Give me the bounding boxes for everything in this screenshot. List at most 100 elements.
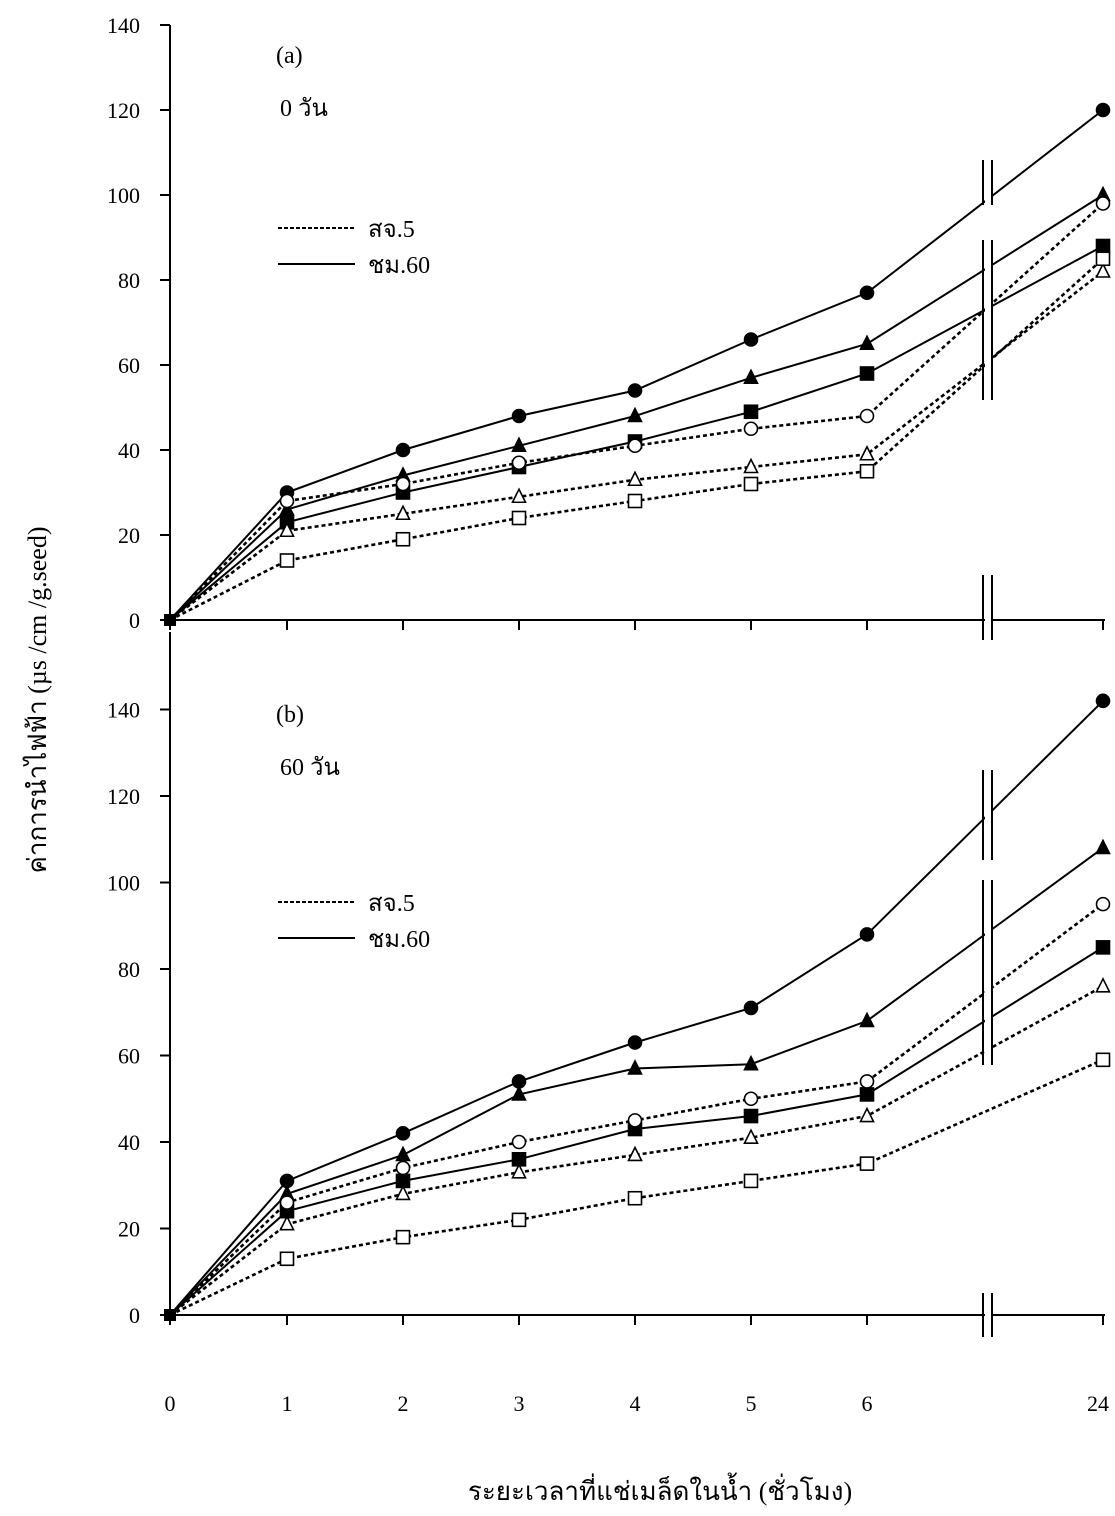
y-tick-label: 140 — [107, 13, 140, 38]
data-point — [1095, 251, 1111, 267]
data-point — [511, 1212, 527, 1228]
data-point — [395, 442, 411, 458]
break-gap — [985, 880, 991, 1065]
y-tick-label: 0 — [129, 608, 140, 633]
data-point — [1095, 196, 1111, 211]
data-point — [511, 1162, 527, 1179]
data-point — [859, 285, 875, 301]
x-tick-label: 24 — [1087, 1391, 1109, 1416]
data-point — [1095, 838, 1111, 855]
series-line — [169, 194, 1104, 621]
data-point — [395, 531, 411, 547]
data-point — [1095, 238, 1111, 254]
data-point — [743, 1108, 759, 1124]
break-gap — [985, 240, 991, 400]
y-tick-label: 120 — [107, 98, 140, 123]
data-point — [743, 457, 759, 474]
data-point — [511, 487, 527, 504]
legend-label: ชม.60 — [368, 927, 430, 953]
data-point — [511, 436, 527, 453]
data-point — [859, 334, 875, 351]
data-point — [859, 366, 875, 381]
data-point — [743, 332, 759, 347]
panel-b: 0 20 40 60 80 100 120 140 (b) 60 วันสจ.5 ชม.60 — [107, 632, 1111, 1337]
panel-a: 0 20 40 60 80 100 120 140 (a) 0 วันสจ.5 ชม.60 — [107, 13, 1111, 640]
data-point — [395, 1126, 411, 1141]
x-tick-label: 5 — [746, 1391, 757, 1416]
panel-subtitle: 0 วัน — [280, 96, 328, 122]
data-point — [743, 1173, 759, 1189]
y-tick-label: 100 — [107, 871, 140, 896]
y-tick-label: 20 — [118, 523, 140, 548]
x-tick-label: 2 — [398, 1391, 409, 1416]
y-tick-label: 80 — [118, 957, 140, 982]
data-point — [627, 1035, 643, 1050]
data-point — [859, 408, 875, 424]
x-axis: 0 1 2 3 4 5 6 24 — [165, 1391, 1110, 1416]
x-axis-title: ระยะเวลาที่แช่เมล็ดในน้ำ (ชั่วโมง) — [468, 1472, 852, 1506]
data-point — [511, 408, 527, 424]
data-point — [627, 470, 643, 487]
data-point — [743, 404, 759, 420]
panel-subtitle: 60 วัน — [280, 755, 340, 781]
data-point — [627, 1113, 643, 1128]
break-gap — [985, 160, 991, 205]
data-point — [1095, 102, 1111, 118]
data-point — [279, 1251, 295, 1267]
data-point — [279, 553, 295, 568]
data-point — [743, 1128, 759, 1144]
legend-label: สจ.5 — [368, 217, 415, 243]
series-line — [169, 847, 1104, 1316]
data-point — [627, 493, 643, 509]
data-point — [743, 421, 759, 437]
series-line — [169, 109, 1104, 621]
series-line — [169, 1058, 1104, 1317]
y-tick-label: 20 — [118, 1217, 140, 1242]
data-point — [395, 504, 411, 521]
data-point — [859, 1087, 875, 1102]
data-point — [279, 1195, 295, 1210]
data-point — [859, 927, 875, 942]
panel-label: (b) — [276, 702, 304, 728]
panel-label: (a) — [276, 43, 303, 69]
series-line — [169, 700, 1104, 1316]
y-tick-label: 60 — [118, 353, 140, 378]
data-point — [395, 1229, 411, 1245]
series-line — [169, 946, 1104, 1316]
data-point — [859, 1156, 875, 1171]
data-point — [395, 1145, 411, 1162]
data-point — [627, 1145, 643, 1162]
x-tick-label: 4 — [630, 1391, 641, 1416]
y-tick-label: 0 — [129, 1303, 140, 1328]
break-gap — [985, 770, 991, 860]
y-axis-title: ค่าการนำไฟฟ้า (µs /cm /g.seed) — [22, 527, 52, 874]
series-line — [169, 257, 1104, 622]
data-point — [279, 493, 295, 509]
data-point — [1095, 940, 1111, 955]
data-point — [743, 1054, 759, 1071]
break-gap — [985, 575, 991, 640]
data-point — [511, 1085, 527, 1101]
data-point — [859, 444, 875, 461]
y-tick-label: 140 — [107, 698, 140, 723]
data-point — [627, 438, 643, 454]
data-point — [1095, 977, 1111, 993]
data-point — [279, 1214, 295, 1231]
y-tick-label: 120 — [107, 784, 140, 809]
data-point — [743, 368, 759, 385]
legend-label: ชม.60 — [368, 253, 430, 279]
data-point — [511, 1134, 527, 1150]
series-line — [169, 245, 1104, 621]
x-tick-label: 3 — [514, 1391, 525, 1416]
data-point — [627, 406, 643, 423]
data-point — [1095, 1052, 1111, 1068]
data-point — [395, 1160, 411, 1176]
series-line — [169, 985, 1104, 1317]
y-tick-label: 100 — [107, 183, 140, 208]
data-point — [1095, 693, 1111, 709]
data-point — [279, 521, 295, 538]
data-point — [743, 476, 759, 492]
data-point — [395, 1184, 411, 1201]
data-point — [1095, 896, 1111, 912]
